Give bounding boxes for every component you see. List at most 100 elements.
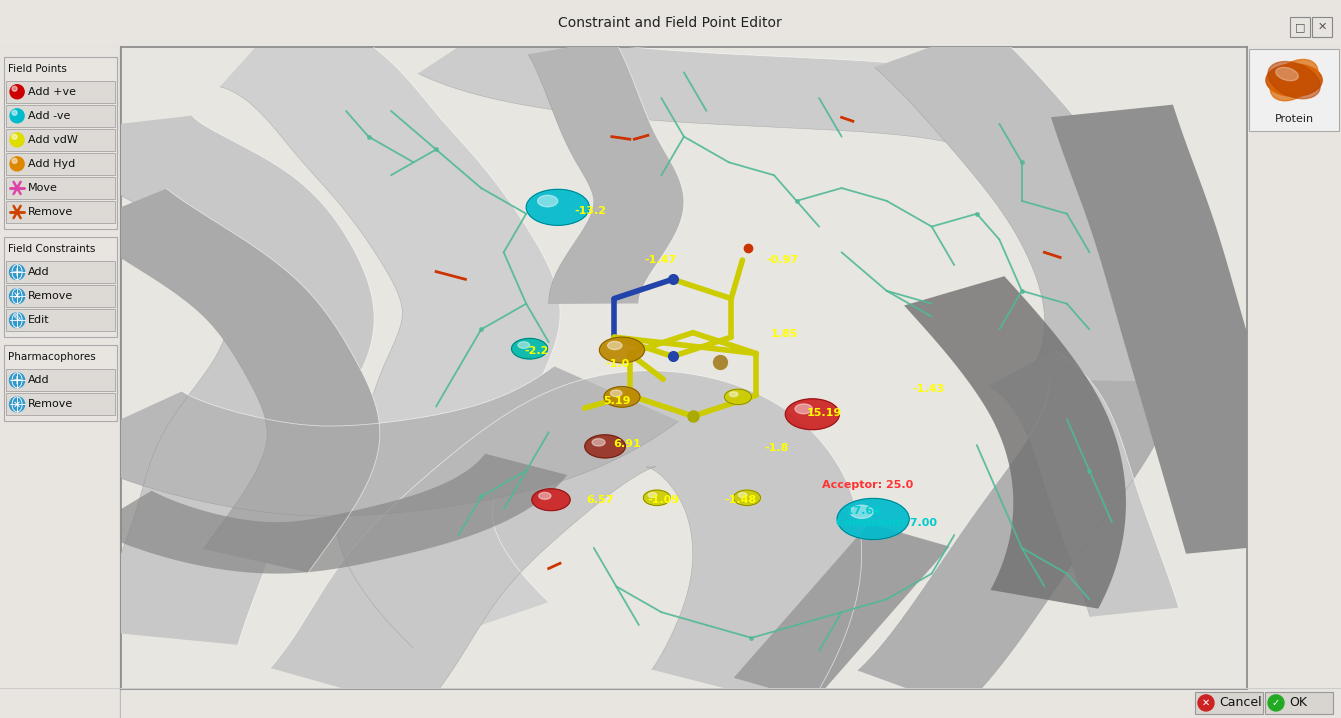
Text: Remove: Remove [28, 207, 74, 217]
Circle shape [9, 265, 24, 279]
Text: ✕: ✕ [13, 399, 21, 409]
FancyBboxPatch shape [5, 129, 114, 151]
Circle shape [1198, 695, 1214, 711]
FancyBboxPatch shape [5, 369, 114, 391]
Text: Remove: Remove [28, 399, 74, 409]
Text: ✓: ✓ [1271, 698, 1281, 708]
Text: 15.19: 15.19 [807, 408, 842, 418]
Circle shape [9, 373, 24, 388]
Text: Protein: Protein [1274, 113, 1314, 123]
Circle shape [730, 392, 738, 396]
Text: ✕: ✕ [13, 292, 21, 301]
Circle shape [538, 195, 558, 207]
Polygon shape [874, 26, 1180, 407]
Circle shape [12, 111, 17, 116]
Text: ✕: ✕ [1317, 22, 1326, 32]
Polygon shape [90, 454, 567, 574]
FancyBboxPatch shape [5, 105, 114, 127]
Circle shape [593, 439, 605, 446]
Circle shape [850, 505, 873, 518]
Text: Add Hyd: Add Hyd [28, 159, 75, 169]
Text: Field Constraints: Field Constraints [8, 244, 95, 254]
FancyBboxPatch shape [1265, 692, 1333, 714]
FancyBboxPatch shape [5, 393, 114, 416]
Text: +: + [12, 266, 23, 279]
Polygon shape [988, 350, 1179, 617]
Text: Move: Move [28, 183, 58, 193]
Circle shape [12, 86, 17, 91]
FancyBboxPatch shape [5, 285, 114, 307]
Circle shape [511, 338, 547, 359]
Text: Add -ve: Add -ve [28, 111, 71, 121]
Circle shape [644, 490, 670, 505]
Circle shape [9, 109, 24, 123]
Text: 6.57: 6.57 [586, 495, 613, 505]
Text: Remove: Remove [28, 292, 74, 301]
Text: -17.64: -17.64 [842, 505, 882, 516]
FancyBboxPatch shape [5, 177, 114, 199]
Text: -1.48: -1.48 [724, 495, 756, 505]
FancyBboxPatch shape [5, 201, 114, 223]
Text: -1.8: -1.8 [764, 443, 789, 452]
FancyBboxPatch shape [5, 261, 114, 283]
Circle shape [1269, 695, 1283, 711]
Circle shape [12, 159, 17, 164]
Polygon shape [528, 39, 684, 304]
Ellipse shape [1269, 62, 1320, 98]
Text: Add: Add [28, 267, 50, 277]
Text: -1.43: -1.43 [913, 383, 944, 393]
FancyBboxPatch shape [1311, 17, 1332, 37]
Circle shape [786, 398, 839, 429]
Text: Pharmacophores: Pharmacophores [8, 353, 95, 363]
Polygon shape [418, 20, 1003, 143]
Polygon shape [48, 116, 374, 645]
Text: 5.19: 5.19 [603, 396, 630, 406]
Circle shape [585, 435, 625, 458]
Polygon shape [734, 523, 949, 701]
Ellipse shape [1275, 67, 1298, 80]
Text: -1.0: -1.0 [605, 359, 629, 369]
Circle shape [12, 134, 17, 139]
Text: -1.47: -1.47 [645, 255, 677, 265]
Circle shape [648, 493, 657, 498]
Circle shape [837, 498, 909, 539]
FancyBboxPatch shape [1250, 49, 1338, 131]
Text: ✕: ✕ [1202, 698, 1210, 708]
Text: Edit: Edit [28, 315, 50, 325]
Circle shape [610, 390, 622, 396]
Text: +: + [12, 374, 23, 387]
Circle shape [532, 489, 570, 510]
Circle shape [9, 85, 24, 99]
Circle shape [15, 186, 19, 190]
Polygon shape [1051, 105, 1309, 554]
Text: ✎: ✎ [12, 315, 21, 325]
Text: Constraint and Field Point Editor: Constraint and Field Point Editor [558, 16, 782, 30]
Circle shape [15, 210, 19, 214]
FancyBboxPatch shape [5, 80, 114, 103]
Circle shape [9, 133, 24, 147]
FancyBboxPatch shape [1290, 17, 1310, 37]
Circle shape [9, 289, 24, 304]
Polygon shape [220, 6, 561, 648]
Text: -13.2: -13.2 [575, 205, 606, 215]
Circle shape [607, 341, 622, 350]
Text: Acceptor: 25.0: Acceptor: 25.0 [822, 480, 913, 490]
Text: Cancel: Cancel [1219, 696, 1262, 709]
Circle shape [9, 397, 24, 412]
Text: 6.91: 6.91 [613, 439, 641, 449]
Polygon shape [270, 370, 862, 711]
Text: Add: Add [28, 376, 50, 386]
Text: -2.2: -2.2 [524, 345, 548, 355]
FancyBboxPatch shape [5, 309, 114, 331]
Polygon shape [59, 366, 679, 516]
FancyBboxPatch shape [1195, 692, 1263, 714]
Circle shape [526, 190, 589, 225]
Polygon shape [857, 380, 1173, 709]
Text: Field Points: Field Points [8, 64, 67, 74]
Text: 1.85: 1.85 [771, 329, 798, 339]
Polygon shape [904, 276, 1126, 609]
Text: □: □ [1295, 22, 1305, 32]
Circle shape [9, 313, 24, 327]
Circle shape [539, 493, 551, 500]
Circle shape [603, 386, 640, 407]
